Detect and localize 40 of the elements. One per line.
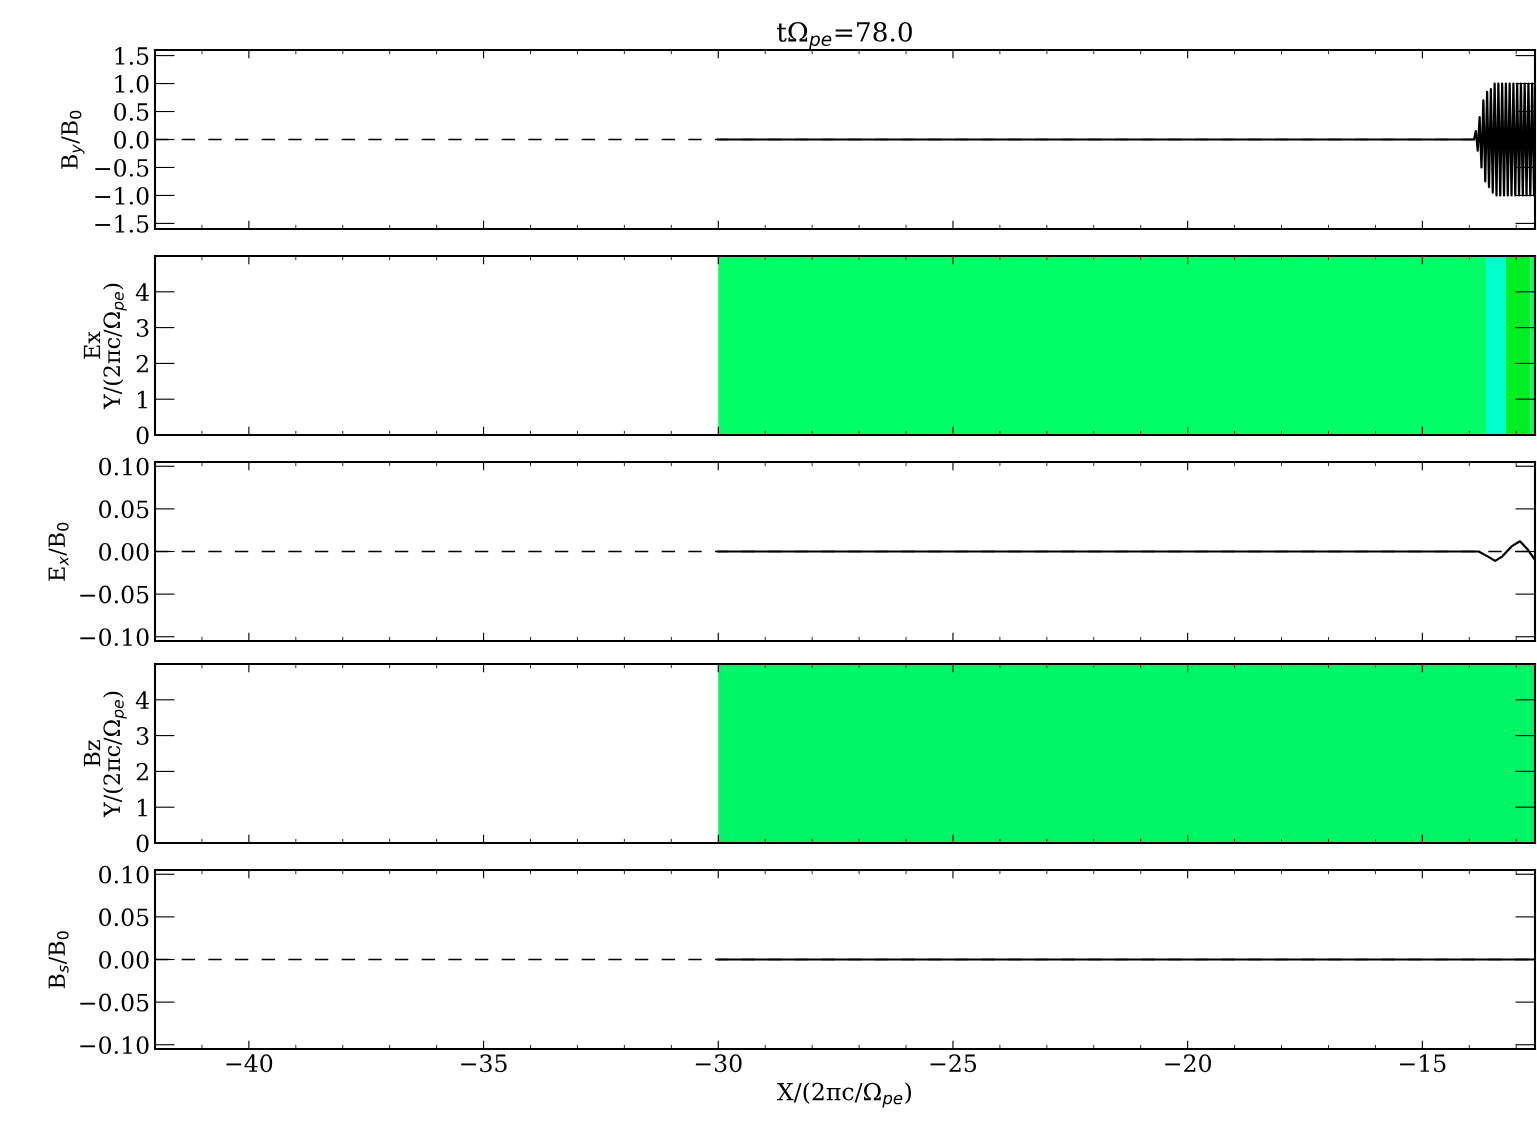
y-tick-label: 0.10 <box>99 457 149 476</box>
y-tick-label: −1.5 <box>95 214 149 233</box>
y-tick-label: 2 <box>136 762 148 781</box>
y-tick-label: 4 <box>135 283 149 301</box>
y-tick-label: −0.10 <box>80 1036 149 1055</box>
y-tick-label: 1 <box>138 390 147 409</box>
y-tick-label: 1.0 <box>115 75 149 93</box>
y-tick-label: 0.5 <box>114 102 149 121</box>
y-tick-label: 0 <box>136 834 149 853</box>
x-tick-label: −40 <box>226 1054 273 1073</box>
y-tick-label: −0.05 <box>80 585 149 604</box>
x-tick-label: −20 <box>1165 1054 1211 1073</box>
y-tick-label: 0.05 <box>99 908 149 927</box>
y-tick-label: −1.0 <box>95 186 149 205</box>
y-tick-label: −0.05 <box>80 993 149 1012</box>
y-tick-label: 1.5 <box>115 47 149 65</box>
y-axis-title: Ex Y/(2πc/Ω$_{pe}$) <box>83 283 127 410</box>
y-tick-label: 4 <box>135 691 149 709</box>
y-tick-label: 0.00 <box>99 950 149 969</box>
y-tick-label: 3 <box>136 727 149 745</box>
y-tick-label: 0.05 <box>99 500 149 519</box>
y-axis-title: E$_{x}$/B$_{0}$ <box>48 522 69 581</box>
x-tick-label: −15 <box>1399 1054 1446 1073</box>
y-tick-label: −0.10 <box>80 628 149 647</box>
y-tick-label: 3 <box>136 319 149 337</box>
x-axis-title: X/(2πc/Ω$_{pe}$) <box>777 1082 912 1108</box>
x-tick-label: −25 <box>930 1054 977 1073</box>
y-tick-label: 2 <box>136 354 148 373</box>
y-axis-title: Bz Y/(2πc/Ω$_{pe}$) <box>83 691 127 818</box>
x-tick-label: −30 <box>695 1054 742 1073</box>
y-tick-label: 1 <box>138 798 147 817</box>
y-tick-label: 0.00 <box>99 542 149 561</box>
y-tick-label: 0.10 <box>99 865 149 884</box>
y-tick-label: −0.5 <box>95 158 149 177</box>
y-axis-title: B$_{y}$/B$_{0}$ <box>61 110 85 169</box>
y-tick-label: 0.0 <box>114 130 149 149</box>
y-tick-label: 0 <box>136 426 149 445</box>
chart-title: tΩ$_{pe}$=78.0 <box>777 21 912 50</box>
x-tick-label: −35 <box>461 1054 507 1073</box>
y-axis-title: B$_{s}$/B$_{0}$ <box>48 931 69 989</box>
